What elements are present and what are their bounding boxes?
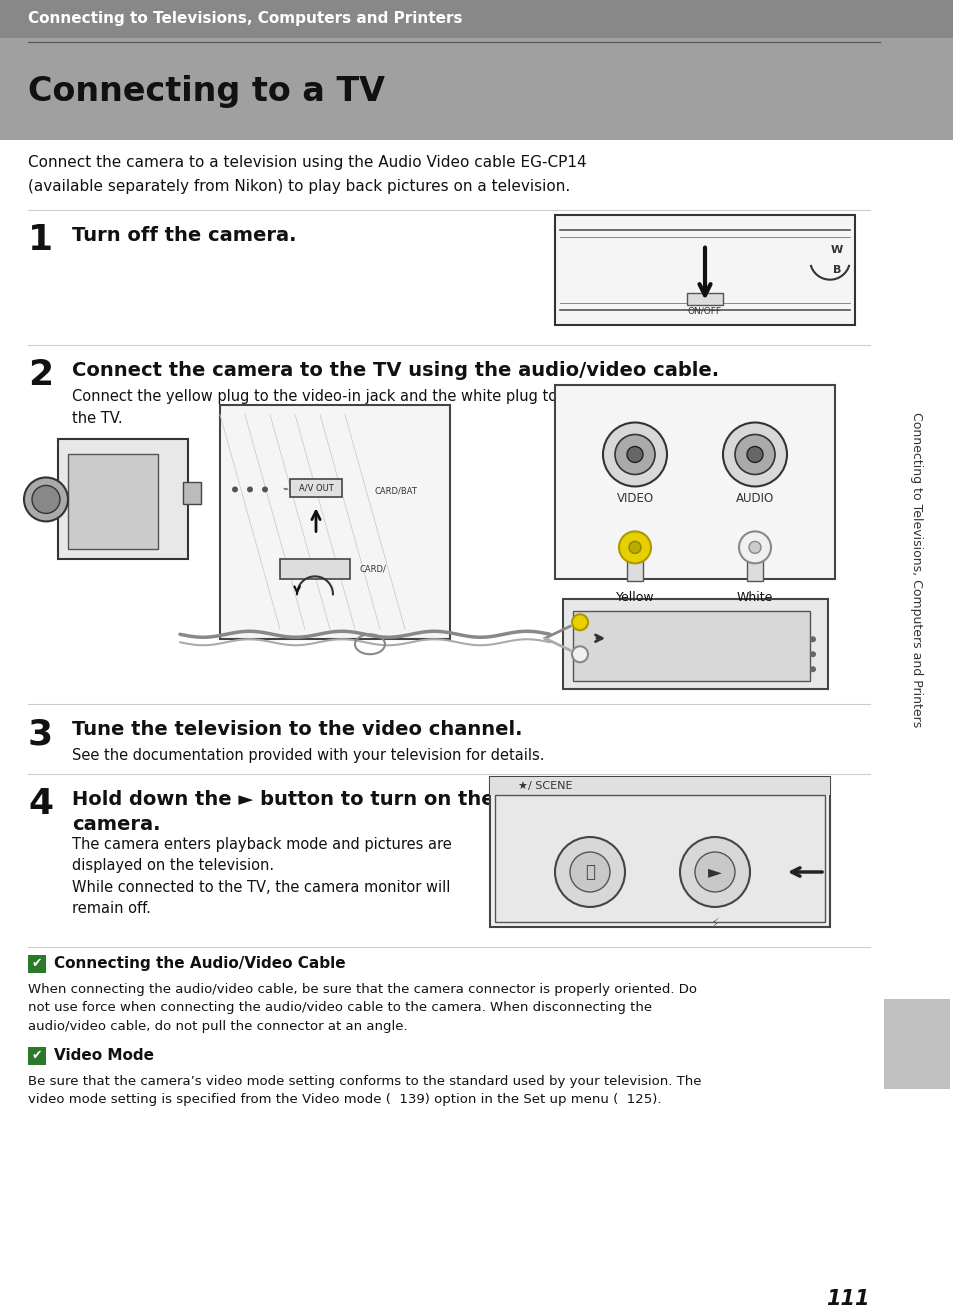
- Bar: [490, 777, 829, 926]
- Text: 4: 4: [28, 787, 53, 821]
- Bar: [555, 214, 854, 325]
- Text: When connecting the audio/video cable, be sure that the camera connector is prop: When connecting the audio/video cable, b…: [28, 983, 697, 1033]
- Circle shape: [628, 541, 640, 553]
- Text: A/V OUT: A/V OUT: [298, 484, 333, 493]
- Bar: [0, 0, 953, 139]
- Text: ►: ►: [707, 863, 721, 880]
- Text: Connect the camera to a television using the Audio Video cable EG-CP14
(availabl: Connect the camera to a television using…: [28, 155, 586, 194]
- Bar: [220, 405, 450, 639]
- Text: Yellow: Yellow: [615, 591, 654, 604]
- Bar: [68, 455, 158, 549]
- Circle shape: [572, 614, 587, 631]
- Bar: [183, 482, 201, 505]
- Circle shape: [232, 486, 237, 493]
- Circle shape: [748, 541, 760, 553]
- Text: ★/ SCENE: ★/ SCENE: [517, 781, 572, 791]
- Text: Connecting to Televisions, Computers and Printers: Connecting to Televisions, Computers and…: [909, 411, 923, 727]
- Text: AUDIO: AUDIO: [735, 493, 773, 506]
- Text: White: White: [736, 591, 772, 604]
- Circle shape: [555, 837, 624, 907]
- Text: ✔: ✔: [31, 958, 42, 970]
- Bar: [686, 293, 722, 305]
- Text: Hold down the ► button to turn on the
camera.: Hold down the ► button to turn on the ca…: [71, 790, 494, 834]
- Bar: [290, 480, 341, 498]
- Text: Connect the yellow plug to the video-in jack and the white plug to the audio-in : Connect the yellow plug to the video-in …: [71, 389, 707, 426]
- Bar: [28, 1047, 46, 1064]
- Text: ⚡: ⚡: [710, 917, 719, 930]
- Text: See the documentation provided with your television for details.: See the documentation provided with your…: [71, 748, 544, 763]
- Text: Connect the camera to the TV using the audio/video cable.: Connect the camera to the TV using the a…: [71, 360, 719, 380]
- Bar: [626, 539, 642, 581]
- Bar: [0, 0, 953, 38]
- Text: Video Mode: Video Mode: [54, 1049, 153, 1063]
- Circle shape: [247, 486, 253, 493]
- Text: 2: 2: [28, 357, 53, 392]
- Bar: [883, 999, 949, 1089]
- Bar: [490, 777, 829, 795]
- Text: Turn off the camera.: Turn off the camera.: [71, 226, 296, 244]
- Circle shape: [618, 531, 650, 564]
- Text: Be sure that the camera’s video mode setting conforms to the standard used by yo: Be sure that the camera’s video mode set…: [28, 1075, 700, 1106]
- Circle shape: [695, 851, 734, 892]
- Circle shape: [615, 435, 655, 474]
- Text: Tune the television to the video channel.: Tune the television to the video channel…: [71, 720, 522, 740]
- Text: W: W: [830, 244, 842, 255]
- Circle shape: [722, 423, 786, 486]
- Text: VIDEO: VIDEO: [616, 493, 653, 506]
- Text: Connecting to a TV: Connecting to a TV: [28, 75, 385, 108]
- Text: CARD/: CARD/: [359, 565, 387, 574]
- Circle shape: [602, 423, 666, 486]
- Circle shape: [739, 531, 770, 564]
- Text: ON/OFF: ON/OFF: [687, 306, 721, 315]
- Bar: [879, 139, 953, 999]
- Circle shape: [746, 447, 762, 463]
- Circle shape: [32, 485, 60, 514]
- Text: Connecting the Audio/Video Cable: Connecting the Audio/Video Cable: [54, 957, 345, 971]
- Text: While connected to the TV, the camera monitor will
remain off.: While connected to the TV, the camera mo…: [71, 880, 450, 916]
- Text: CARD/BAT: CARD/BAT: [375, 487, 417, 495]
- Text: The camera enters playback mode and pictures are
displayed on the television.: The camera enters playback mode and pict…: [71, 837, 452, 872]
- Bar: [28, 955, 46, 972]
- Text: 📷: 📷: [584, 863, 595, 880]
- Text: B: B: [832, 264, 841, 275]
- Bar: [0, 139, 879, 1313]
- Bar: [573, 611, 809, 681]
- Circle shape: [809, 652, 815, 657]
- Text: ⌁: ⌁: [282, 484, 288, 494]
- Circle shape: [734, 435, 774, 474]
- Text: 1: 1: [28, 223, 53, 256]
- Circle shape: [262, 486, 268, 493]
- Circle shape: [679, 837, 749, 907]
- Circle shape: [809, 636, 815, 643]
- Text: Connecting to Televisions, Computers and Printers: Connecting to Televisions, Computers and…: [28, 12, 462, 26]
- Circle shape: [572, 646, 587, 662]
- Circle shape: [24, 477, 68, 522]
- Bar: [746, 539, 762, 581]
- Polygon shape: [58, 439, 188, 560]
- Bar: [495, 795, 824, 922]
- Circle shape: [569, 851, 609, 892]
- Text: ✔: ✔: [31, 1050, 42, 1062]
- Text: 3: 3: [28, 717, 53, 752]
- Circle shape: [809, 666, 815, 673]
- Bar: [280, 560, 350, 579]
- Text: 111: 111: [825, 1289, 869, 1309]
- Circle shape: [626, 447, 642, 463]
- Bar: [562, 599, 827, 690]
- Bar: [555, 385, 834, 579]
